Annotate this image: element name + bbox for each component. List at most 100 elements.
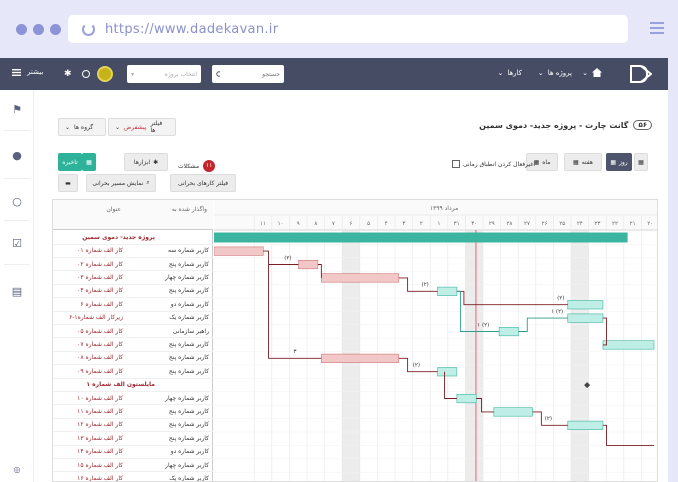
chat-icon[interactable]: ▤ xyxy=(11,285,23,298)
table-row[interactable]: کار الف شماره ۰۳ کاربر شماره چهار xyxy=(53,271,213,285)
issues-indicator[interactable]: مشکلات ۱۱ xyxy=(178,160,216,172)
filter-critical-label: فیلتر کارهای بحرانی xyxy=(177,179,229,187)
sidebar-divider xyxy=(4,178,30,179)
task-title[interactable]: کار الف شماره ۱۴ xyxy=(77,448,123,456)
task-bar[interactable] xyxy=(321,273,400,283)
ignore-time-toggle[interactable]: اغیرفعال کردن انطباق زمانی xyxy=(452,160,535,168)
table-row[interactable]: کار الف شماره ۰۵ راهبر سازمانی xyxy=(53,325,213,339)
task-bar[interactable] xyxy=(437,367,458,377)
checkbox[interactable] xyxy=(452,160,460,168)
window-dot-3[interactable] xyxy=(50,24,61,35)
table-row[interactable]: کار الف شماره ۰۱ کاربر شماره سه xyxy=(53,244,213,258)
nav-tasks[interactable]: ⌄ کارها xyxy=(497,69,522,77)
task-title[interactable]: مایلستون الف شماره ۱ xyxy=(86,381,155,389)
milestone-marker[interactable] xyxy=(584,382,591,389)
window-dot-2[interactable] xyxy=(33,24,44,35)
gantt-timeline: مرداد ۱۳۹۹۲۰۲۱۲۲۲۳۲۴۲۵۲۶۲۷۲۸۲۹۳۰۳۱۱۲۳۴۵۶… xyxy=(214,200,657,481)
more-menu[interactable]: بیشتر xyxy=(12,68,43,76)
gear-icon[interactable]: ✱ xyxy=(64,69,72,79)
task-title[interactable]: کار الف شماره ۰۹ xyxy=(77,367,123,375)
table-row[interactable]: کار الف شماره ۱۵ کاربر شماره چهار xyxy=(53,459,213,473)
task-bar[interactable] xyxy=(493,407,533,417)
task-title[interactable]: کار الف شماره ۱۳ xyxy=(77,434,123,442)
table-row[interactable]: کار الف شماره ۰۴ کاربر شماره پنج xyxy=(53,285,213,299)
task-title[interactable]: زیرکار الف شماره۱-۶ xyxy=(69,314,123,322)
task-title[interactable]: کار الف شماره ۱۱ xyxy=(77,407,123,415)
task-bar[interactable] xyxy=(298,259,319,270)
task-title[interactable]: پروژه جدید- دموی سمین xyxy=(82,233,155,241)
table-row[interactable]: کار الف شماره ۰۲ کاربر شماره پنج xyxy=(53,258,213,272)
task-title[interactable]: کار الف شماره ۱۰ xyxy=(77,394,123,402)
expand-icon[interactable]: ◎ xyxy=(13,465,21,474)
lightbulb-icon[interactable]: ○ xyxy=(12,195,22,208)
filter-critical-button[interactable]: فیلتر کارهای بحرانی xyxy=(170,174,236,192)
critical-path-button[interactable]: نمایش مسیر بحرانی ⌕ xyxy=(86,174,156,192)
filter-dropdown[interactable]: ⌄ پیشفرض فیلتر ها xyxy=(108,118,176,136)
task-bar[interactable] xyxy=(602,340,655,350)
tools-button[interactable]: ابزارها ✱ xyxy=(124,153,168,171)
clipboard-check-icon[interactable]: ☑ xyxy=(12,237,22,250)
task-bar[interactable] xyxy=(498,327,519,337)
url-text[interactable]: https://www.dadekavan.ir xyxy=(105,21,279,37)
table-row[interactable]: کار الف شماره ۱۴ کاربر شماره دو xyxy=(53,445,213,459)
task-title[interactable]: کار الف شماره ۰۵ xyxy=(77,327,123,335)
table-row[interactable]: کار الف شماره ۱۲ کاربر شماره پنج xyxy=(53,419,213,433)
milestone-row[interactable]: مایلستون الف شماره ۱ xyxy=(53,378,213,392)
table-row[interactable]: زیرکار الف شماره۱-۶ کاربر شماره یک xyxy=(53,311,213,325)
task-bar[interactable] xyxy=(437,286,458,296)
table-row[interactable]: کار الف شماره ۰۹ کاربر شماره پنج xyxy=(53,365,213,379)
card-view-button[interactable]: ▬ xyxy=(58,174,78,192)
browser-menu-icon[interactable] xyxy=(650,22,664,37)
project-select[interactable]: ▾ انتخاب پروژه xyxy=(127,65,201,83)
future-button[interactable]: تاخیره xyxy=(58,153,82,171)
task-bar[interactable] xyxy=(321,353,400,363)
task-title[interactable]: کار الف شماره ۰۱ xyxy=(77,247,123,255)
chart-icon-button[interactable]: ▦ xyxy=(82,153,96,171)
table-row[interactable]: کار الف شماره ۱۱ کاربر شماره پنج xyxy=(53,405,213,419)
search-input[interactable] xyxy=(224,70,280,78)
task-title[interactable]: کار الف شماره ۰۳ xyxy=(77,273,123,281)
user-icon[interactable]: ● xyxy=(12,149,22,162)
task-bar[interactable] xyxy=(567,420,604,430)
main-content: گانت چارت - پروژه جدید- دموی سمین ۵۶ ⌄ پ… xyxy=(44,98,668,482)
table-row[interactable]: پروژه جدید- دموی سمین xyxy=(53,231,213,245)
address-bar[interactable]: https://www.dadekavan.ir xyxy=(68,15,628,43)
task-title[interactable]: کار الف شماره ۰۷ xyxy=(77,340,123,348)
table-row[interactable]: کار الف شماره ۱۰ کاربر شماره چهار xyxy=(53,392,213,406)
groups-dropdown[interactable]: ⌄ گروه ها xyxy=(58,118,106,136)
view-day-button[interactable]: ▦ روز xyxy=(606,153,632,171)
dadekavan-logo[interactable] xyxy=(630,65,652,83)
table-row[interactable]: کار الف شماره ۱۶ کاربر شماره یک xyxy=(53,472,213,482)
future-label: تاخیره xyxy=(62,158,78,166)
task-title[interactable]: کار الف شماره ۱۲ xyxy=(77,421,123,429)
task-bar[interactable] xyxy=(456,394,477,404)
view-month-button[interactable]: ▦ ماه xyxy=(526,153,558,171)
nav-projects[interactable]: ⌄ پروژه ها xyxy=(538,69,572,77)
task-title[interactable]: کار الف شماره ۰۴ xyxy=(77,287,123,295)
task-title[interactable]: کار الف شماره ۶ xyxy=(80,300,123,308)
clock-icon[interactable] xyxy=(82,70,90,78)
task-title[interactable]: کار الف شماره ۰۸ xyxy=(77,354,123,362)
reload-icon[interactable] xyxy=(82,22,95,36)
task-bar[interactable] xyxy=(214,246,264,256)
window-dot-1[interactable] xyxy=(16,24,27,35)
link-label: (۲) xyxy=(284,255,291,261)
view-week-button[interactable]: ▦ هفته xyxy=(564,153,602,171)
table-row[interactable]: کار الف شماره ۶ کاربر شماره دو xyxy=(53,298,213,312)
project-summary-bar[interactable] xyxy=(214,232,628,243)
task-title[interactable]: کار الف شماره ۰۲ xyxy=(77,260,123,268)
flag-icon[interactable]: ⚑ xyxy=(12,103,22,116)
calendar-button[interactable]: ▦ xyxy=(634,153,648,171)
table-row[interactable]: کار الف شماره ۱۳ کاربر شماره پنج xyxy=(53,432,213,446)
task-bar[interactable] xyxy=(567,313,604,323)
day-tick-label: ۲۴ xyxy=(577,221,583,227)
nav-home[interactable]: ⌄ xyxy=(582,68,602,77)
table-row[interactable]: کار الف شماره ۰۸ کاربر شماره پنج xyxy=(53,352,213,366)
task-title[interactable]: کار الف شماره ۱۶ xyxy=(77,474,123,482)
task-bar[interactable] xyxy=(567,300,604,310)
table-row[interactable]: کار الف شماره ۰۷ کاربر شماره پنج xyxy=(53,338,213,352)
task-title[interactable]: کار الف شماره ۱۵ xyxy=(77,461,123,469)
search-box[interactable] xyxy=(212,65,284,83)
page-title: گانت چارت - پروژه جدید- دموی سمین ۵۶ xyxy=(479,120,652,130)
avatar[interactable] xyxy=(97,66,113,82)
